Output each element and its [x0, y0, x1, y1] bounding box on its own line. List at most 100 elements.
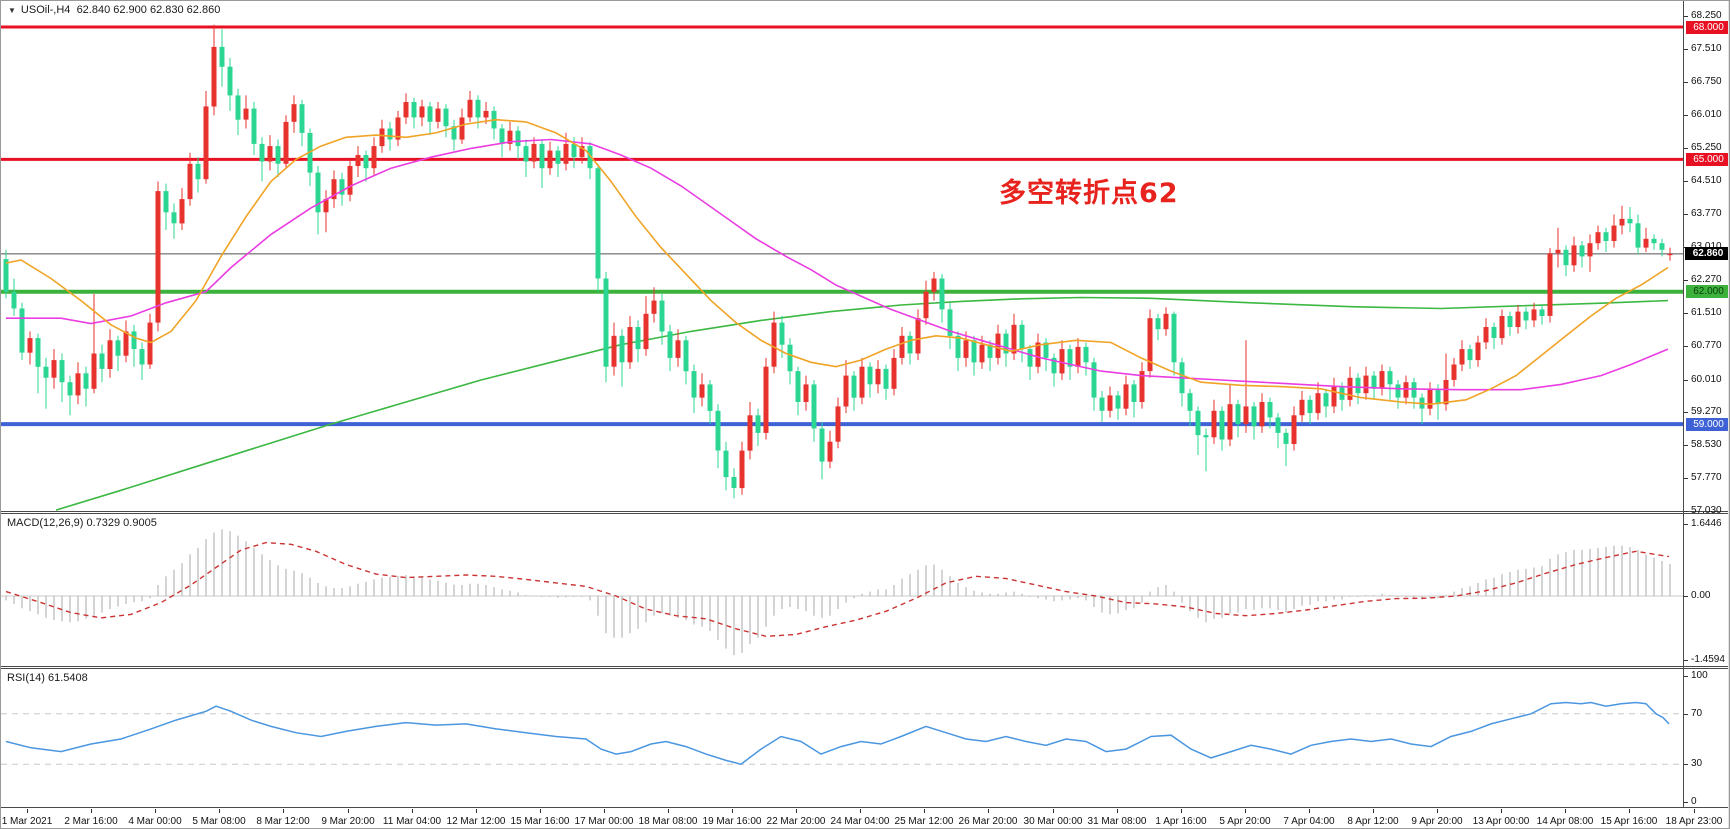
- price-tick-label: 66.750: [1691, 76, 1722, 87]
- axis-tick: [1684, 764, 1688, 765]
- macd-tick-label: -1.4594: [1691, 654, 1725, 665]
- time-tick-label: 8 Mar 12:00: [256, 816, 310, 827]
- time-tick-label: 18 Apr 23:00: [1665, 816, 1723, 827]
- main-chart-canvas[interactable]: [1, 1, 1684, 512]
- time-tick: [860, 809, 861, 813]
- time-tick: [924, 809, 925, 813]
- time-tick: [604, 809, 605, 813]
- axis-tick: [1684, 660, 1688, 661]
- panel-separator[interactable]: [1, 513, 1729, 514]
- axis-tick: [1684, 181, 1688, 182]
- macd-panel-canvas[interactable]: [1, 514, 1684, 666]
- time-axis-separator: [1, 807, 1729, 808]
- axis-tick: [1684, 596, 1688, 597]
- time-tick-label: 31 Mar 08:00: [1087, 816, 1147, 827]
- chart-title: ▼ USOil-,H4 62.840 62.900 62.830 62.860: [8, 4, 220, 16]
- level-badge-59.000: 59.000: [1686, 418, 1729, 431]
- time-tick-label: 8 Apr 12:00: [1347, 816, 1399, 827]
- time-tick: [1181, 809, 1182, 813]
- time-tick-label: 2 Mar 16:00: [64, 816, 118, 827]
- time-tick: [1501, 809, 1502, 813]
- axis-tick: [1684, 214, 1688, 215]
- ma-green-line: [55, 296, 1669, 511]
- time-tick-label: 30 Mar 00:00: [1023, 816, 1083, 827]
- time-tick: [27, 809, 28, 813]
- price-tick-label: 57.030: [1691, 505, 1722, 516]
- panel-separator[interactable]: [1, 511, 1729, 512]
- axis-tick: [1684, 412, 1688, 413]
- window-edge: [1728, 1, 1729, 828]
- axis-tick: [1684, 16, 1688, 17]
- price-tick-label: 60.010: [1691, 374, 1722, 385]
- axis-tick: [1684, 478, 1688, 479]
- price-tick-label: 62.270: [1691, 274, 1722, 285]
- time-tick-label: 15 Apr 16:00: [1600, 816, 1658, 827]
- price-tick-label: 66.010: [1691, 109, 1722, 120]
- time-tick-label: 26 Mar 20:00: [958, 816, 1018, 827]
- axis-tick: [1684, 49, 1688, 50]
- time-tick-label: 9 Mar 20:00: [321, 816, 375, 827]
- rsi-tick-label: 0: [1691, 796, 1697, 807]
- price-tick-label: 63.010: [1691, 241, 1722, 252]
- axis-tick: [1684, 714, 1688, 715]
- time-tick-label: 7 Apr 04:00: [1283, 816, 1335, 827]
- axis-tick: [1684, 802, 1688, 803]
- time-tick: [1373, 809, 1374, 813]
- axis-tick: [1684, 346, 1688, 347]
- axis-tick: [1684, 82, 1688, 83]
- axis-tick: [1684, 380, 1688, 381]
- time-tick: [348, 809, 349, 813]
- axis-tick: [1684, 148, 1688, 149]
- time-tick-label: 1 Apr 16:00: [1155, 816, 1207, 827]
- time-tick: [155, 809, 156, 813]
- price-tick-label: 59.270: [1691, 406, 1722, 417]
- rsi-label: RSI(14) 61.5408: [7, 672, 88, 684]
- axis-tick: [1684, 313, 1688, 314]
- ohlc-values: 62.840 62.900 62.830 62.860: [76, 4, 221, 16]
- time-tick: [1694, 809, 1695, 813]
- price-tick-label: 67.510: [1691, 43, 1722, 54]
- panel-separator[interactable]: [1, 668, 1729, 669]
- level-badge-65.000: 65.000: [1686, 153, 1729, 166]
- time-tick-label: 5 Apr 20:00: [1219, 816, 1271, 827]
- time-tick: [1309, 809, 1310, 813]
- time-tick-label: 18 Mar 08:00: [638, 816, 698, 827]
- time-tick-label: 19 Mar 16:00: [702, 816, 762, 827]
- time-tick: [796, 809, 797, 813]
- rsi-panel-canvas[interactable]: [1, 669, 1684, 807]
- macd-label: MACD(12,26,9) 0.7329 0.9005: [7, 517, 157, 529]
- rsi-tick-label: 30: [1691, 758, 1703, 769]
- price-tick-label: 61.510: [1691, 307, 1722, 318]
- rsi-tick-label: 100: [1691, 670, 1708, 681]
- axis-tick: [1684, 511, 1688, 512]
- price-tick-label: 64.510: [1691, 175, 1722, 186]
- macd-histogram: [5, 529, 1671, 656]
- time-tick-label: 25 Mar 12:00: [894, 816, 954, 827]
- time-tick: [668, 809, 669, 813]
- current-price-badge: 62.860: [1685, 247, 1729, 260]
- axis-tick: [1684, 445, 1688, 446]
- time-tick-label: 13 Apr 00:00: [1472, 816, 1530, 827]
- time-tick: [1565, 809, 1566, 813]
- time-tick-label: 22 Mar 20:00: [766, 816, 826, 827]
- time-tick-label: 12 Mar 12:00: [446, 816, 506, 827]
- axis-tick: [1684, 676, 1688, 677]
- time-tick-label: 14 Apr 08:00: [1536, 816, 1594, 827]
- time-tick-label: 9 Apr 20:00: [1411, 816, 1463, 827]
- level-badge-62.000: 62.000: [1686, 285, 1729, 298]
- macd-tick-label: 0.00: [1691, 590, 1711, 601]
- time-tick: [1117, 809, 1118, 813]
- panel-separator[interactable]: [1, 666, 1729, 667]
- ma-orange-line: [5, 118, 1669, 406]
- macd-tick-label: 1.6446: [1691, 518, 1722, 529]
- time-tick: [732, 809, 733, 813]
- time-tick: [476, 809, 477, 813]
- text-annotation[interactable]: 多空转折点62: [999, 178, 1179, 209]
- price-tick-label: 57.770: [1691, 472, 1722, 483]
- time-tick-label: 15 Mar 16:00: [510, 816, 570, 827]
- time-tick: [1629, 809, 1630, 813]
- axis-tick: [1684, 524, 1688, 525]
- chart-menu-arrow-icon[interactable]: ▼: [8, 6, 16, 15]
- time-tick-label: 4 Mar 00:00: [128, 816, 182, 827]
- axis-tick: [1684, 115, 1688, 116]
